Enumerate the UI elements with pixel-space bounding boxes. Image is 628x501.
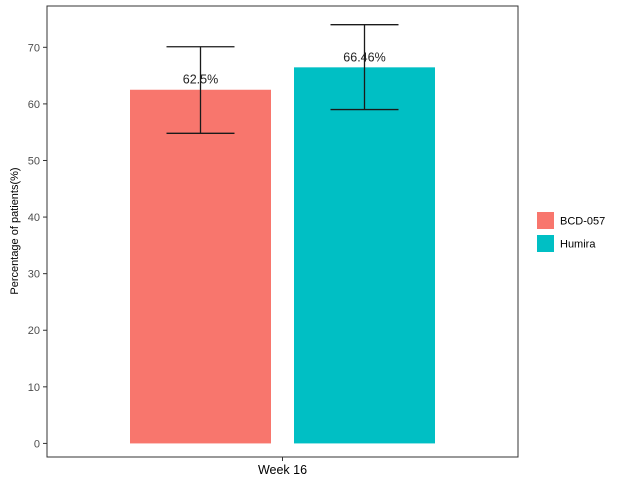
legend-label: BCD-057 bbox=[560, 216, 605, 228]
bars bbox=[130, 67, 435, 444]
y-axis-title: Percentage of patients(%) bbox=[9, 167, 21, 294]
y-axis: 0 10 20 30 40 50 60 70 bbox=[28, 42, 47, 450]
legend-key bbox=[537, 235, 554, 252]
y-tick-label: 50 bbox=[28, 155, 40, 167]
x-tick-label: Week 16 bbox=[258, 463, 307, 477]
legend: BCD-057 Humira bbox=[537, 212, 605, 252]
y-tick-label: 10 bbox=[28, 382, 40, 394]
legend-key bbox=[537, 212, 554, 229]
x-axis: Week 16 bbox=[258, 457, 307, 477]
bar-value-label: 62.5% bbox=[183, 73, 218, 87]
error-bars bbox=[166, 24, 399, 134]
bar-value-labels: 62.5% 66.46% bbox=[183, 50, 386, 86]
y-tick-label: 20 bbox=[28, 325, 40, 337]
y-tick-label: 60 bbox=[28, 99, 40, 111]
bar-bcd-057 bbox=[130, 89, 271, 444]
y-tick-label: 70 bbox=[28, 42, 40, 54]
y-tick-label: 0 bbox=[34, 438, 40, 450]
y-tick-label: 40 bbox=[28, 212, 40, 224]
y-tick-label: 30 bbox=[28, 269, 40, 281]
plot-panel bbox=[46, 5, 519, 458]
bar-value-label: 66.46% bbox=[343, 50, 385, 64]
bar-humira bbox=[294, 67, 435, 444]
legend-label: Humira bbox=[560, 239, 596, 251]
